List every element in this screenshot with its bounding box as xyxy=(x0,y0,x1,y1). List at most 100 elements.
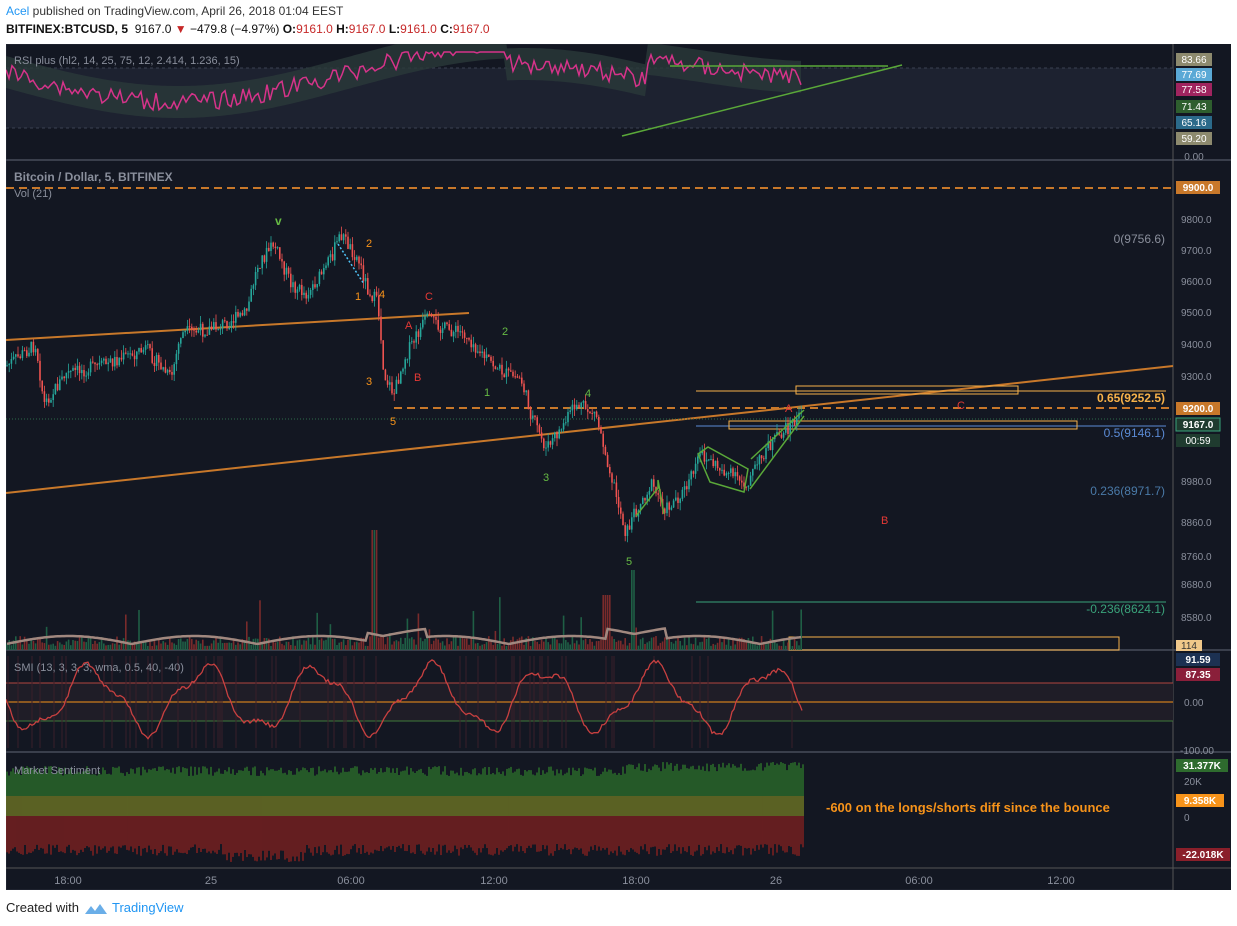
volume-bar-73 xyxy=(166,644,169,650)
volume-bar-40 xyxy=(94,640,96,650)
candle-body-213 xyxy=(474,344,477,353)
candle-body-101 xyxy=(228,327,230,329)
candle-body-49 xyxy=(114,356,116,367)
candle-body-299 xyxy=(664,508,666,514)
volume-bar-192 xyxy=(428,629,431,650)
candle-body-111 xyxy=(250,288,252,302)
candle-body-138 xyxy=(309,289,312,295)
volume-bar-225 xyxy=(501,645,503,650)
volume-bar-131 xyxy=(294,645,296,650)
volume-bar-22 xyxy=(54,645,57,650)
candle-body-250 xyxy=(556,432,558,439)
volume-bar-99 xyxy=(224,642,226,650)
candle-body-266 xyxy=(591,412,593,414)
volume-bar-251 xyxy=(558,643,560,650)
volume-bar-288 xyxy=(639,639,642,650)
candle-body-35 xyxy=(83,370,85,377)
wedge-line-upper[interactable] xyxy=(750,409,805,460)
volume-bar-44 xyxy=(103,643,105,650)
candle-body-347 xyxy=(769,441,772,451)
candle-body-190 xyxy=(424,316,426,320)
candle-body-348 xyxy=(771,439,774,451)
candle-body-81 xyxy=(184,330,186,333)
volume-bar-268 xyxy=(595,641,598,650)
rsi-trend-line[interactable] xyxy=(621,64,903,137)
candle-body-118 xyxy=(265,247,268,262)
upper-trend-line[interactable] xyxy=(6,312,470,341)
tag-9200: 9200.0 xyxy=(1183,404,1214,415)
candle-body-321 xyxy=(712,459,714,467)
candle-body-13 xyxy=(34,349,37,353)
fib-0-label: 0(9756.6) xyxy=(1114,232,1165,246)
flag-pattern-2[interactable] xyxy=(697,446,749,493)
candle-body-167 xyxy=(373,291,376,302)
volume-bar-329 xyxy=(730,645,732,650)
volume-bar-66 xyxy=(151,645,153,650)
volume-bar-91 xyxy=(206,645,208,650)
candle-body-268 xyxy=(595,411,598,417)
volume-bar-317 xyxy=(703,636,706,650)
volume-bar-308 xyxy=(683,637,686,650)
candle-body-129 xyxy=(290,273,292,288)
candle-body-235 xyxy=(523,383,525,393)
candle-body-277 xyxy=(615,482,618,498)
volume-bar-45 xyxy=(105,645,107,650)
chart-svg[interactable]: RSI plus (hl2, 14, 25, 75, 12, 2.414, 1.… xyxy=(6,44,1231,890)
candle-body-176 xyxy=(393,393,395,395)
rsi-tag-7769: 77.69 xyxy=(1181,70,1206,81)
candle-body-313 xyxy=(694,463,697,474)
volume-bar-21 xyxy=(52,643,54,650)
wave-label-3: 3 xyxy=(366,376,372,388)
volume-bar-71 xyxy=(162,641,164,650)
chart-area[interactable]: RSI plus (hl2, 14, 25, 75, 12, 2.414, 1.… xyxy=(6,44,1231,890)
volume-bar-346 xyxy=(767,642,769,650)
candle-body-117 xyxy=(263,255,266,262)
candle-body-248 xyxy=(551,438,554,445)
candle-body-211 xyxy=(470,339,472,348)
tradingview-link[interactable]: TradingView xyxy=(112,900,184,915)
candle-body-342 xyxy=(758,455,761,465)
volume-bar-36 xyxy=(85,642,87,650)
volume-bar-220 xyxy=(490,641,492,650)
volume-bar-183 xyxy=(408,638,411,650)
candle-body-230 xyxy=(512,371,514,377)
candle-body-153 xyxy=(342,234,345,241)
candle-body-159 xyxy=(356,256,358,260)
volume-bar-141 xyxy=(316,612,318,650)
volume-bar-213 xyxy=(474,643,477,650)
volume-bar-259 xyxy=(576,640,578,650)
volume-bar-249 xyxy=(554,636,556,650)
volume-bar-320 xyxy=(710,645,712,650)
target-box-upper[interactable] xyxy=(795,385,1019,395)
volume-box[interactable] xyxy=(788,636,1120,651)
candle-body-339 xyxy=(752,468,754,476)
candle-body-77 xyxy=(175,353,178,365)
candle-body-137 xyxy=(307,294,310,299)
candle-body-204 xyxy=(455,325,457,332)
volume-bar-244 xyxy=(543,641,545,650)
volume-bar-266 xyxy=(591,641,593,650)
candle-body-93 xyxy=(210,326,213,330)
lower-trend-line[interactable] xyxy=(6,365,1174,494)
author-link[interactable]: Acel xyxy=(6,4,30,18)
wave-label-1: 1 xyxy=(355,291,361,303)
candle-body-265 xyxy=(589,411,591,413)
volume-bar-193 xyxy=(430,644,433,650)
volume-bar-51 xyxy=(118,644,120,650)
volume-bar-41 xyxy=(96,643,98,650)
smi-pane: SMI (13, 3, 3, 3, wma, 0.5, 40, -40) xyxy=(6,656,1173,748)
candle-body-132 xyxy=(296,289,299,293)
flag-pattern-1[interactable] xyxy=(635,479,665,517)
volume-bar-89 xyxy=(202,639,204,650)
dotted-wave-line xyxy=(337,243,365,285)
candle-body-7 xyxy=(21,350,24,358)
candle-body-82 xyxy=(186,326,189,331)
target-box-lower[interactable] xyxy=(728,420,1078,430)
volume-bar-150 xyxy=(336,644,338,650)
smi-tag-000: 0.00 xyxy=(1184,698,1204,709)
wedge-line-lower[interactable] xyxy=(749,415,805,490)
volume-bar-117 xyxy=(263,638,266,650)
candle-body-200 xyxy=(446,322,448,325)
tick-9400: 9400.0 xyxy=(1181,340,1212,351)
volume-bar-158 xyxy=(353,642,356,650)
